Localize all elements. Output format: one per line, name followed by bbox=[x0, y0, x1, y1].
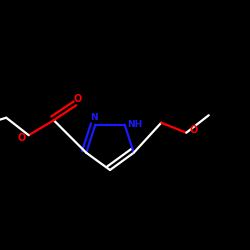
Text: N: N bbox=[90, 113, 98, 122]
Text: O: O bbox=[190, 125, 198, 135]
Text: O: O bbox=[17, 133, 25, 143]
Text: NH: NH bbox=[127, 120, 142, 129]
Text: O: O bbox=[73, 94, 82, 104]
